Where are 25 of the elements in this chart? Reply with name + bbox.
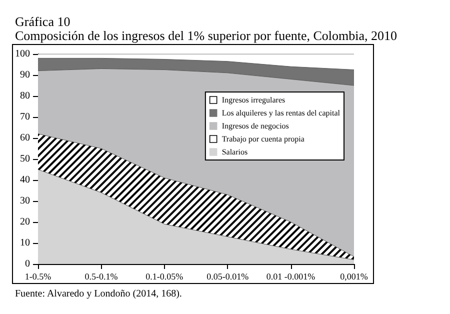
y-tick-label: 60: [20, 132, 30, 144]
x-tick-label: 1-0.5%: [24, 272, 52, 282]
y-tick-label: 50: [20, 154, 30, 164]
legend-label: Trabajo por cuenta propia: [222, 134, 305, 144]
legend-label: Ingresos irregulares: [222, 96, 286, 104]
source-note: Fuente: Alvaredo y Londoño (2014, 168).: [15, 288, 182, 300]
chart-title: Gráfica 10: [15, 14, 70, 29]
x-tick-label: 0.01 -0.001%: [266, 272, 316, 282]
y-tick-label: 20: [20, 216, 30, 228]
x-tick-label: 0.05-0.01%: [206, 272, 250, 282]
x-tick-label: 0.5-0.1%: [84, 272, 118, 282]
x-tick-label: 0.1-0.05%: [146, 272, 184, 282]
x-tick-label: 0,001%: [340, 272, 368, 282]
y-tick-label: 10: [20, 238, 30, 248]
y-tick-label: 0: [25, 258, 30, 270]
y-tick-label: 70: [20, 112, 30, 122]
y-tick-label: 80: [20, 90, 30, 102]
y-tick-label: 30: [20, 196, 30, 206]
legend-label: Ingresos de negocios: [222, 122, 289, 130]
y-tick-label: 100: [15, 48, 30, 60]
legend-label: Salarios: [222, 148, 248, 156]
y-tick-label: 90: [20, 70, 30, 80]
chart-subtitle: Composición de los ingresos del 1% superior por fuente, Colombia, 2010: [15, 28, 398, 43]
y-tick-label: 40: [20, 174, 30, 186]
legend-label: Los alquileres y las rentas del capital: [222, 108, 341, 118]
